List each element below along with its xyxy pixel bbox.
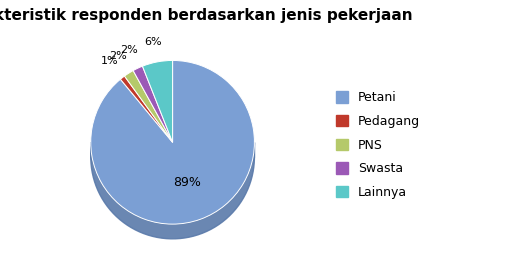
Wedge shape	[124, 71, 173, 142]
Text: 6%: 6%	[144, 37, 162, 47]
Wedge shape	[133, 66, 173, 142]
Text: 1%: 1%	[101, 56, 119, 66]
Wedge shape	[142, 61, 173, 142]
Wedge shape	[120, 76, 173, 142]
Text: 2%: 2%	[109, 51, 127, 61]
Text: 2%: 2%	[120, 45, 138, 55]
Polygon shape	[91, 142, 254, 177]
Legend: Petani, Pedagang, PNS, Swasta, Lainnya: Petani, Pedagang, PNS, Swasta, Lainnya	[336, 91, 420, 199]
Text: Karakteristik responden berdasarkan jenis pekerjaan: Karakteristik responden berdasarkan jeni…	[0, 8, 412, 23]
Polygon shape	[91, 143, 254, 239]
Text: 89%: 89%	[173, 176, 201, 189]
Wedge shape	[91, 61, 254, 224]
